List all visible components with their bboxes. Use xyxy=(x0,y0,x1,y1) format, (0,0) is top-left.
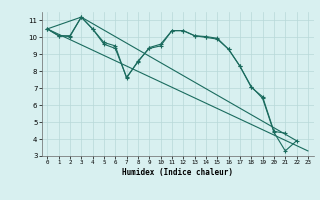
X-axis label: Humidex (Indice chaleur): Humidex (Indice chaleur) xyxy=(122,168,233,177)
